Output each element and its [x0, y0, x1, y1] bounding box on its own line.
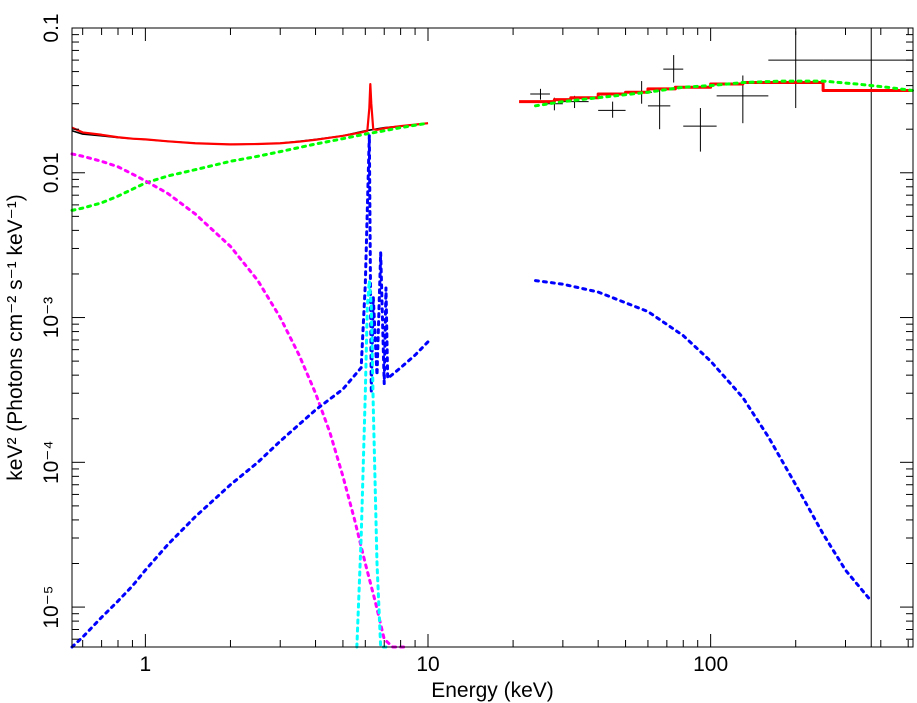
series-powerlaw_hard: [533, 79, 915, 108]
x-tick-label: 1: [140, 653, 152, 676]
y-tick-label: 10⁻⁵: [40, 586, 63, 629]
series-powerlaw_soft: [70, 121, 430, 212]
y-axis-label: keV² (Photons cm⁻² s⁻¹ keV⁻¹): [4, 194, 27, 480]
series-reflection_hard: [533, 279, 873, 603]
y-tick-label: 10⁻³: [40, 297, 63, 338]
y-tick-label: 0.1: [40, 13, 63, 42]
plot-frame: [71, 27, 914, 648]
x-axis-label: Energy (keV): [431, 679, 554, 702]
series-model_soft: [71, 82, 429, 146]
y-tick-label: 0.01: [40, 152, 63, 193]
x-tick-label: 100: [693, 653, 728, 676]
series-layer: [70, 28, 915, 649]
y-tick-label: 10⁻⁴: [40, 441, 63, 484]
ticks-layer: 1 10 100 0.1 0.01 10⁻³ 10⁻⁴ 10⁻⁵: [40, 13, 913, 676]
series-iron_line: [355, 279, 388, 649]
x-tick-label: 10: [416, 653, 439, 676]
series-reflection_soft: [70, 133, 430, 649]
series-model_hard: [519, 81, 913, 104]
